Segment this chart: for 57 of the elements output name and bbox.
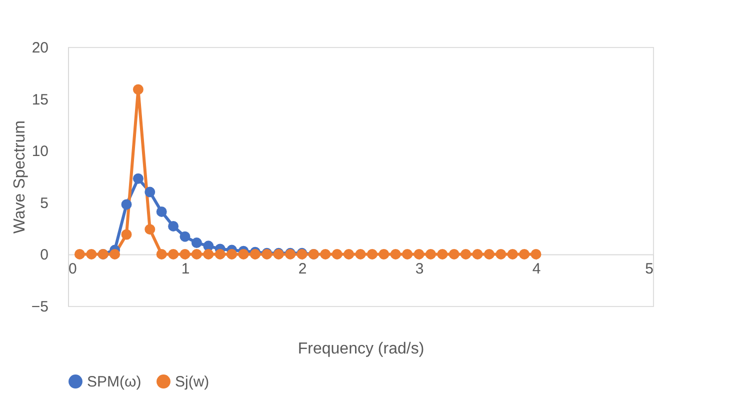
point [168,220,179,232]
point [460,248,472,260]
point [425,248,436,260]
y-tick-label: 0 [40,246,48,264]
point [366,248,378,260]
point [496,248,506,260]
point [74,248,85,260]
x-tick-label: 4 [532,260,541,278]
x-axis-title: Frequency (rad/s) [298,340,424,358]
point [484,248,494,260]
x-tick-label: 0 [68,260,77,278]
x-tick-label: 5 [645,260,654,278]
point [121,229,132,240]
point [507,248,518,260]
y-tick-label: 5 [40,194,48,212]
y-axis-title: Wave Spectrum [11,120,28,234]
point [191,248,202,260]
point [203,248,214,260]
point [86,248,97,260]
point [132,173,144,184]
point [144,186,156,198]
y-tick-label: −5 [31,298,48,316]
point [530,248,542,260]
legend-label: SPM(ω) [87,374,142,391]
y-tick-label: 15 [32,91,48,108]
point [156,248,167,260]
point [180,248,190,260]
point [519,248,530,260]
point [214,248,226,260]
point [238,248,249,260]
point [448,248,460,260]
point [110,248,120,260]
point [180,231,190,242]
y-tick-label: 10 [32,143,48,160]
point [191,238,202,248]
point [203,240,214,252]
x-tick-label: 3 [415,260,424,278]
point [121,199,132,210]
point [355,248,366,260]
x-tick-label: 2 [298,260,307,278]
point [132,84,144,95]
point [226,248,238,260]
point [390,248,401,260]
point [437,248,448,260]
point [414,248,424,260]
point [402,248,413,260]
point [144,224,156,235]
point [168,248,179,260]
y-tick-label: 20 [32,40,48,56]
legend-label: Sj(w) [175,374,210,391]
point [472,248,483,260]
point [378,248,390,260]
point [344,248,354,260]
point [156,206,167,217]
point [332,248,342,260]
x-tick-label: 1 [181,260,190,278]
point [320,248,331,260]
